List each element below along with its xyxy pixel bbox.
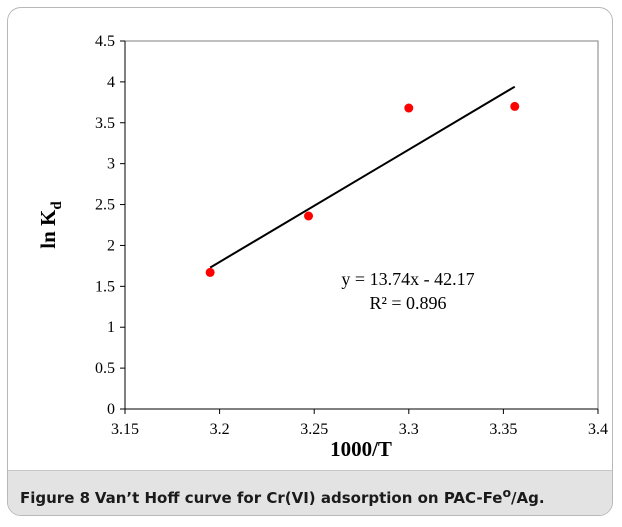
x-tick-label: 3.35 xyxy=(489,421,517,438)
plot-area: 0 0.5 1 1.5 2 2.5 3 3.5 4 4.5 3.15 3.2 3.25 3.3 3.35 3.… xyxy=(36,33,608,461)
x-tick-label: 3.4 xyxy=(588,421,608,438)
y-tick-label: 1 xyxy=(107,319,115,336)
r-squared-label: R² = 0.896 xyxy=(369,293,446,313)
y-tick-label: 4.5 xyxy=(95,33,115,50)
data-point xyxy=(205,267,215,277)
plot-border xyxy=(124,40,599,410)
y-tick-label: 4 xyxy=(107,74,115,91)
caption-text-main: Van’t Hoff curve for Cr(VI) adsorption o… xyxy=(94,489,503,507)
caption-text: Van’t Hoff curve for Cr(VI) adsorption o… xyxy=(94,485,545,507)
y-axis-label-main: ln K xyxy=(36,209,60,249)
x-tick-label: 3.3 xyxy=(399,421,419,438)
y-tick-label: 0.5 xyxy=(95,360,115,377)
trendline-equation: y = 13.74x - 42.17 xyxy=(341,269,474,289)
x-tick-label: 3.25 xyxy=(300,421,328,438)
trendline xyxy=(209,85,516,269)
x-axis-label: 1000/T xyxy=(330,437,392,461)
chart: 0 0.5 1 1.5 2 2.5 3 3.5 4 4.5 3.15 3.2 3.25 3.3 3.35 3.… xyxy=(36,33,608,461)
y-tick-label: 3.5 xyxy=(95,115,115,132)
data-point xyxy=(304,211,314,221)
figure-label: Figure 8 xyxy=(20,489,91,507)
data-point xyxy=(510,101,520,111)
y-axis-label-subscript: d xyxy=(49,201,65,210)
data-point xyxy=(404,103,414,113)
caption-superscript: o xyxy=(502,485,512,500)
x-tick-label: 3.2 xyxy=(210,421,230,438)
y-tick-label: 2.5 xyxy=(95,197,115,214)
figure-caption: Figure 8 Van’t Hoff curve for Cr(VI) ads… xyxy=(8,470,612,515)
y-tick-label: 1.5 xyxy=(95,278,115,295)
y-tick-label: 3 xyxy=(107,156,115,173)
y-axis-label: ln Kd xyxy=(36,201,65,249)
y-tick-label: 0 xyxy=(107,401,115,418)
figure-frame: 0 0.5 1 1.5 2 2.5 3 3.5 4 4.5 3.15 3.2 3.25 3.3 3.35 3.… xyxy=(7,7,613,516)
caption-text-end: /Ag. xyxy=(511,489,545,507)
y-tick-label: 2 xyxy=(107,237,115,254)
x-tick-label: 3.15 xyxy=(111,421,139,438)
